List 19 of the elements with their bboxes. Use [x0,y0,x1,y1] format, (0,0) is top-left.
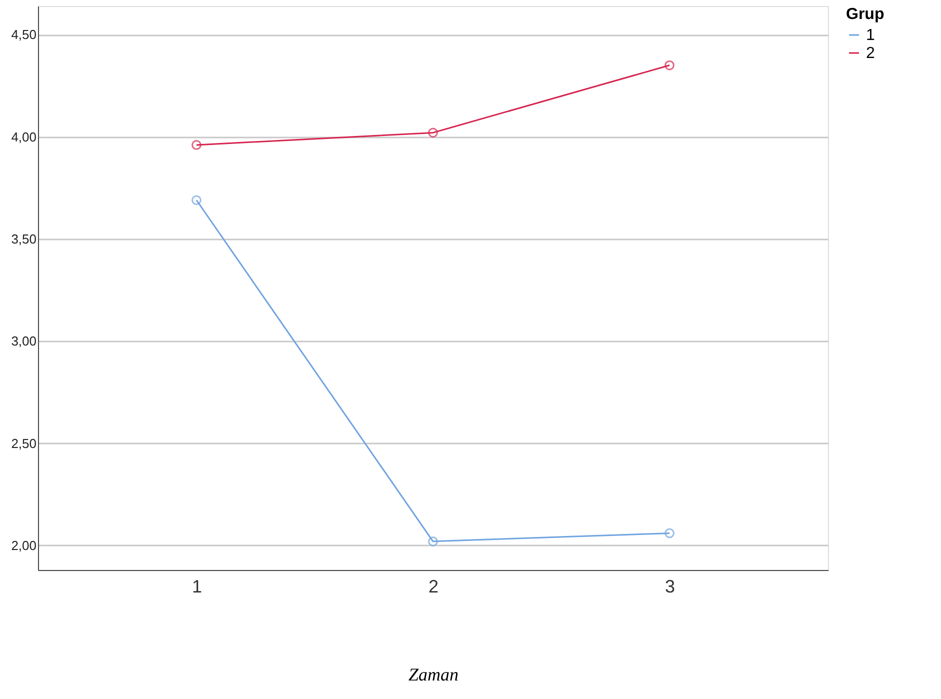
point [192,140,202,150]
y-tick-label: 4,50 [11,27,36,42]
x-tick-label: 3 [665,576,676,596]
point [664,60,674,70]
point [428,536,438,546]
y-tick-label: 3,00 [11,334,36,349]
y-tick-label: 4,00 [11,129,36,144]
legend-label: 2 [866,45,875,62]
legend-title: Grup [846,6,884,23]
x-tick-label: 2 [428,576,439,596]
point [664,528,674,538]
point [192,195,202,206]
x-axis-title: Zaman [408,664,459,684]
y-tick-label: 2,00 [11,538,36,553]
y-tick-label: 3,50 [11,231,36,246]
legend-label: 1 [866,27,875,44]
x-tick-label: 1 [192,576,202,596]
point [428,128,438,138]
y-tick-label: 2,50 [11,436,36,451]
